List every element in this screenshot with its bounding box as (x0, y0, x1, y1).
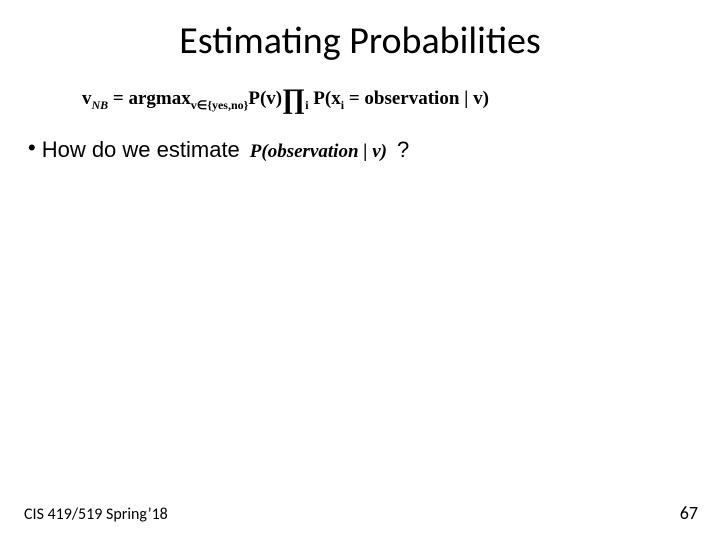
main-formula: vNB = argmaxv∈{yes,no}P(v)∏i P(xi = obse… (82, 80, 489, 113)
formula-prod: ∏ (282, 84, 305, 115)
formula-pv: P(v) (248, 88, 282, 109)
formula-v: v (82, 88, 92, 109)
slide: Estimating Probabilities vNB = argmaxv∈{… (0, 0, 720, 540)
footer-left: CIS 419/519 Spring’18 (24, 505, 168, 524)
bullet-dot-icon: • (28, 137, 36, 159)
inline-formula: P(observation | v) (250, 141, 387, 163)
bullet-text: How do we estimate (42, 137, 240, 163)
formula-eq: = (108, 88, 128, 109)
formula-argmax: argmax (129, 88, 191, 109)
formula-nb-sub: NB (92, 98, 109, 112)
question-mark: ? (397, 137, 409, 163)
page-title: Estimating Probabilities (0, 18, 720, 64)
formula-pxi-open: P(x (309, 88, 341, 109)
page-number: 67 (680, 502, 698, 524)
formula-xi-rest: = observation | v) (344, 88, 489, 109)
bullet-row: • How do we estimate P(observation | v) … (28, 137, 409, 163)
formula-argmax-sub: v∈{yes,no} (191, 98, 249, 112)
